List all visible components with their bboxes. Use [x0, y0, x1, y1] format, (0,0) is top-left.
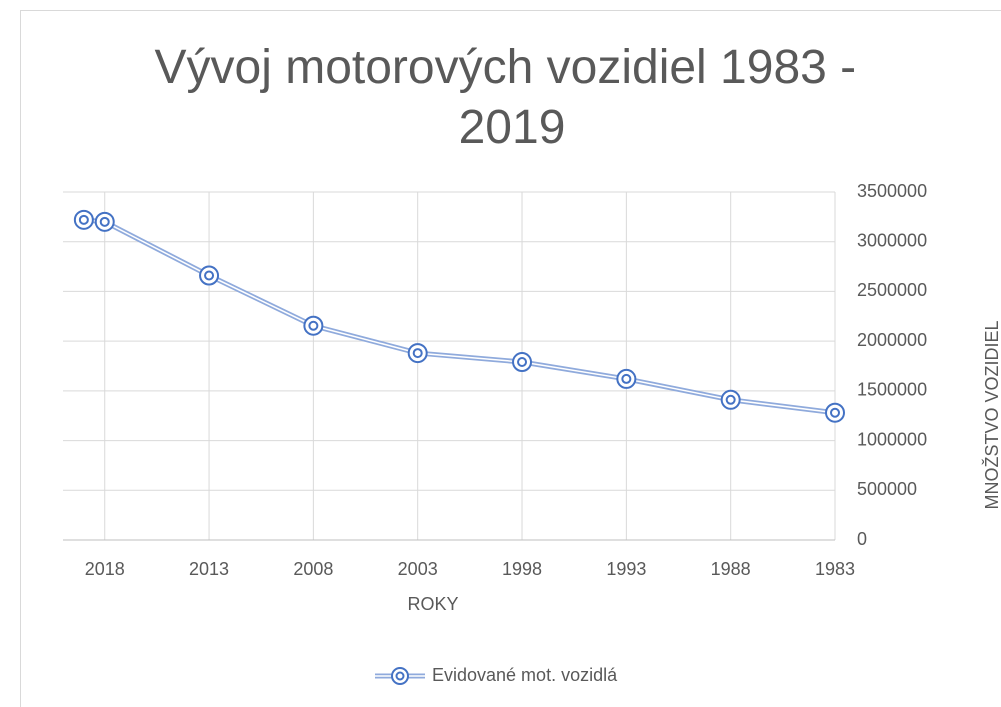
marker [720, 389, 741, 410]
marker-inner [412, 348, 423, 359]
y-tick-label: 1000000 [857, 429, 927, 449]
marker-inner [99, 216, 110, 227]
x-tick-label: 1983 [815, 559, 855, 579]
marker-inner [308, 320, 319, 331]
x-tick-label: 2003 [398, 559, 438, 579]
marker [407, 343, 428, 364]
legend-label: Evidované mot. vozidlá [432, 665, 618, 685]
x-axis-label: ROKY [407, 594, 458, 614]
marker [616, 368, 637, 389]
x-tick-label: 2008 [293, 559, 333, 579]
marker [825, 402, 845, 423]
x-tick-label: 1988 [711, 559, 751, 579]
legend-marker [395, 671, 405, 681]
marker-inner [830, 407, 840, 418]
marker [303, 315, 324, 336]
chart-title-text: 2019 [459, 101, 566, 154]
x-tick-label: 1993 [606, 559, 646, 579]
series-line [83, 219, 836, 414]
marker [94, 211, 115, 232]
y-tick-label: 3500000 [857, 181, 927, 201]
x-tick-label: 2013 [189, 559, 229, 579]
marker-inner [725, 394, 736, 405]
x-tick-label: 2018 [85, 559, 125, 579]
y-tick-label: 1500000 [857, 380, 927, 400]
chart-title: Vývoj motorových vozidiel 1983 - 2019 [155, 41, 870, 154]
series-line-outer [83, 217, 836, 416]
y-tick-label: 3000000 [857, 230, 927, 250]
y-tick-label: 2500000 [857, 280, 927, 300]
marker-inner [78, 214, 89, 225]
marker-inner [517, 357, 528, 368]
x-tick-label: 1998 [502, 559, 542, 579]
y-tick-label: 500000 [857, 479, 917, 499]
marker [73, 209, 94, 230]
chart-title-text: Vývoj motorových vozidiel 1983 - [155, 41, 857, 94]
marker-inner [621, 373, 632, 384]
y-tick-label: 0 [857, 529, 867, 549]
marker-inner [204, 270, 215, 281]
y-axis-label: MNOŽSTVO VOZIDIEL [982, 320, 1001, 509]
chart-border [20, 10, 1001, 707]
marker [512, 352, 533, 373]
y-tick-label: 2000000 [857, 330, 927, 350]
marker [199, 265, 220, 286]
